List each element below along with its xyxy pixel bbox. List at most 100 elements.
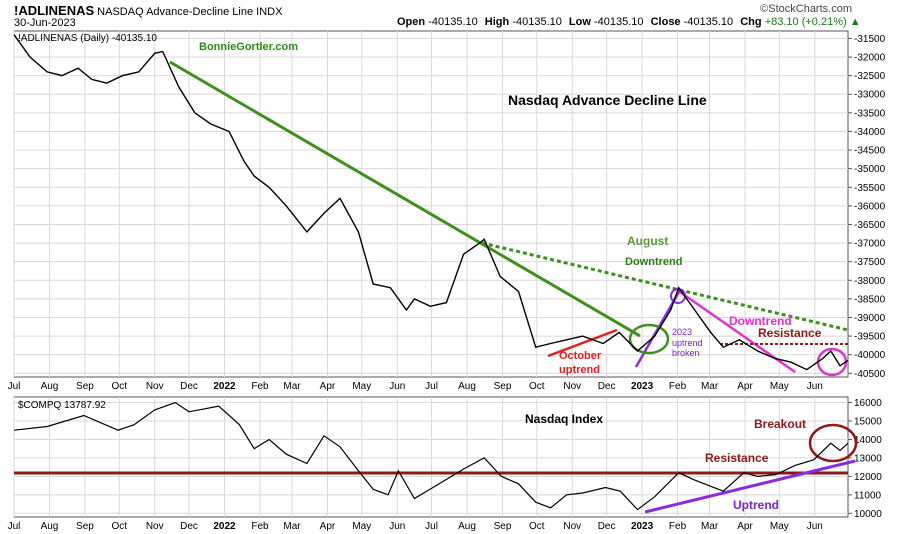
ad-x-tick-label: 2022 xyxy=(213,381,236,392)
annot-2023-broken: broken xyxy=(672,348,700,358)
ad-y-tick-label: -38500 xyxy=(854,294,886,305)
nasdaq-title: Nasdaq Index xyxy=(525,412,603,426)
ad-x-tick-label: Jul xyxy=(8,381,21,392)
annot-october-uptrend: uptrend xyxy=(559,364,600,376)
nasdaq-x-tick-label: Feb xyxy=(251,521,269,532)
nasdaq-x-tick-label: Mar xyxy=(701,521,719,532)
ad-y-tick-label: -31500 xyxy=(854,34,886,45)
nasdaq-x-tick-label: Oct xyxy=(111,521,127,532)
annot-resistance-top: Resistance xyxy=(758,326,822,340)
ad-line-legend: !ADLINENAS (Daily) -40135.10 xyxy=(18,33,157,44)
nasdaq-x-tick-label: Jul xyxy=(8,521,21,532)
nasdaq-y-axis: 10000 11000 12000 13000 14000 15000 16000 xyxy=(848,398,882,520)
ad-y-tick-label: -40500 xyxy=(854,369,886,380)
ad-y-tick-label: -40000 xyxy=(854,350,886,361)
symbol-title: !ADLINENAS NASDAQ Advance-Decline Line IN… xyxy=(14,3,282,18)
nasdaq-x-tick-label: Sep xyxy=(494,521,512,532)
brand-link[interactable]: ©StockCharts.com xyxy=(760,3,852,15)
annot-resistance-bottom: Resistance xyxy=(705,451,769,465)
high-label: High xyxy=(484,16,510,28)
ad-line-series xyxy=(13,34,849,371)
ad-y-tick-label: -36500 xyxy=(854,220,886,231)
watermark: BonnieGortler.com xyxy=(199,41,298,53)
ad-x-tick-label: Dec xyxy=(598,381,616,392)
ad-x-tick-label: Sep xyxy=(494,381,512,392)
ad-x-tick-label: Mar xyxy=(283,381,301,392)
nasdaq-y-tick-label: 10000 xyxy=(854,509,882,520)
ad-line-x-axis: Jul Aug Sep Oct Nov Dec 2022 Feb Mar Apr May Jun Jul… xyxy=(8,381,823,392)
nasdaq-x-tick-label: Dec xyxy=(180,521,198,532)
ad-x-tick-label: Nov xyxy=(563,381,581,392)
chart-header: !ADLINENAS NASDAQ Advance-Decline Line IN… xyxy=(0,0,900,30)
ad-y-tick-label: -32500 xyxy=(854,71,886,82)
nasdaq-x-tick-label: May xyxy=(352,521,371,532)
ad-y-tick-label: -33000 xyxy=(854,90,886,101)
low-label: Low xyxy=(568,16,591,28)
ad-y-tick-label: -34000 xyxy=(854,127,886,138)
open-value: -40135.10 xyxy=(428,16,478,28)
chg-value: +83.10 (+0.21%) xyxy=(764,16,847,28)
ad-y-tick-label: -34500 xyxy=(854,146,886,157)
ad-x-tick-label: Aug xyxy=(41,381,59,392)
open-label: Open xyxy=(397,16,426,28)
close-label: Close xyxy=(650,16,681,28)
annot-october: October xyxy=(559,350,602,362)
nasdaq-x-tick-label: Aug xyxy=(458,521,476,532)
ohlc-readout: Open -40135.10 High -40135.10 Low -40135… xyxy=(397,16,861,28)
ad-x-tick-label: May xyxy=(352,381,371,392)
ad-y-tick-label: -37000 xyxy=(854,239,886,250)
ad-x-tick-label: Oct xyxy=(529,381,545,392)
nasdaq-x-tick-label: 2023 xyxy=(631,521,654,532)
ad-y-tick-label: -35000 xyxy=(854,164,886,175)
nasdaq-legend: $COMPQ 13787.92 xyxy=(18,400,106,411)
symbol-description: NASDAQ Advance-Decline Line INDX xyxy=(97,6,283,18)
annot-2023: 2023 xyxy=(672,327,692,337)
nasdaq-x-tick-label: May xyxy=(770,521,789,532)
ad-line-title: Nasdaq Advance Decline Line xyxy=(508,92,707,108)
nasdaq-x-tick-label: Mar xyxy=(283,521,301,532)
annot-2023-uptrend: uptrend xyxy=(672,338,703,348)
nasdaq-x-tick-label: Dec xyxy=(598,521,616,532)
ad-x-tick-label: 2023 xyxy=(631,381,654,392)
ad-x-tick-label: Jun xyxy=(807,381,823,392)
nasdaq-x-tick-label: Apr xyxy=(320,521,336,532)
ad-x-tick-label: Feb xyxy=(251,381,269,392)
ad-x-tick-label: May xyxy=(770,381,789,392)
annot-breakout: Breakout xyxy=(754,417,806,431)
ad-x-tick-label: Oct xyxy=(111,381,127,392)
stockcharts-logo-icon: ©StockCharts.com xyxy=(760,3,852,15)
symbol: !ADLINENAS xyxy=(14,3,95,18)
annot-uptrend-bottom: Uptrend xyxy=(733,498,779,512)
nasdaq-y-tick-label: 15000 xyxy=(854,417,882,428)
annot-august: August xyxy=(627,234,668,248)
nasdaq-x-tick-label: Nov xyxy=(146,521,164,532)
nasdaq-series xyxy=(13,401,849,511)
nasdaq-grid xyxy=(13,397,848,517)
chg-up-arrow-icon: ▲ xyxy=(849,16,861,28)
chart-date: 30-Jun-2023 xyxy=(14,17,76,29)
ad-x-tick-label: Aug xyxy=(458,381,476,392)
ad-y-tick-label: -39000 xyxy=(854,313,886,324)
close-value: -40135.10 xyxy=(683,16,734,28)
annot-downtrend-magenta: Downtrend xyxy=(729,314,792,328)
annot-downtrend-green: Downtrend xyxy=(625,256,682,268)
nasdaq-x-tick-label: Oct xyxy=(529,521,545,532)
ad-y-tick-label: -38000 xyxy=(854,276,886,287)
ad-y-tick-label: -32000 xyxy=(854,53,886,64)
ad-y-tick-label: -36000 xyxy=(854,201,886,212)
nasdaq-x-tick-label: Feb xyxy=(669,521,687,532)
nasdaq-x-tick-label: Sep xyxy=(76,521,94,532)
nasdaq-y-tick-label: 13000 xyxy=(854,453,882,464)
high-value: -40135.10 xyxy=(512,16,562,28)
ad-x-tick-label: Feb xyxy=(669,381,687,392)
ad-y-tick-label: -35500 xyxy=(854,183,886,194)
nasdaq-y-tick-label: 11000 xyxy=(854,490,882,501)
nasdaq-x-tick-label: Nov xyxy=(563,521,581,532)
breakdown-circle xyxy=(628,323,670,355)
ad-line-y-axis: -31500 -32000 -32500 -33000 -33500 -34000 -345… xyxy=(848,34,886,380)
nasdaq-x-axis: Jul Aug Sep Oct Nov Dec 2022 Feb Mar Apr May Jun Jul… xyxy=(8,521,823,532)
ad-y-tick-label: -33500 xyxy=(854,108,886,119)
october-uptrend-line xyxy=(547,328,618,358)
nasdaq-x-tick-label: Jun xyxy=(807,521,823,532)
ad-line-grid xyxy=(13,31,848,377)
